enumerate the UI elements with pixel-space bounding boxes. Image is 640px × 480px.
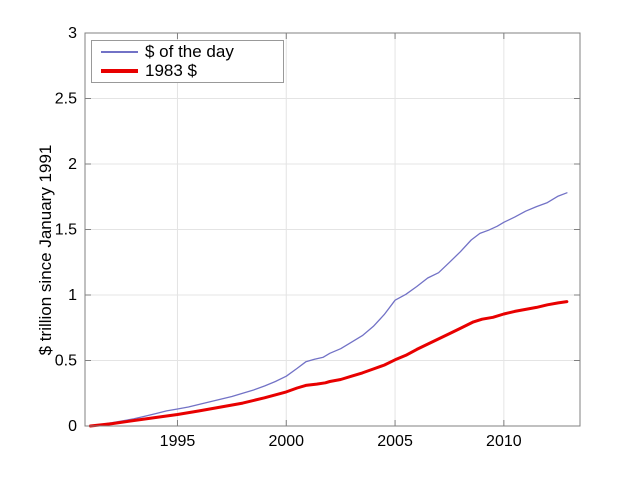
x-tick-label: 1995 (160, 433, 196, 450)
x-tick-label: 2010 (486, 433, 522, 450)
y-tick-label: 0 (68, 418, 77, 435)
legend-entry: 1983 $ (101, 61, 283, 81)
y-tick-label: 1.5 (55, 222, 77, 239)
y-tick-label: 1 (68, 287, 77, 304)
series-line-0 (89, 192, 568, 427)
x-tick-label: 2005 (377, 433, 413, 450)
legend-line-sample-blue-icon (101, 50, 138, 53)
y-tick-label: 3 (68, 25, 77, 42)
legend-entry: $ of the day (101, 41, 283, 61)
series-line-1 (88, 300, 569, 428)
y-tick-label: 2.5 (55, 91, 77, 108)
legend-line-sample-red-icon (101, 69, 138, 74)
legend-label: 1983 $ (145, 61, 197, 81)
legend: $ of the day 1983 $ (91, 40, 284, 83)
y-tick-label: 2 (68, 156, 77, 173)
legend-label: $ of the day (145, 41, 234, 61)
y-axis-label: $ trillion since January 1991 (36, 144, 55, 356)
x-tick-label: 2000 (268, 433, 304, 450)
y-tick-label: 0.5 (55, 353, 77, 370)
